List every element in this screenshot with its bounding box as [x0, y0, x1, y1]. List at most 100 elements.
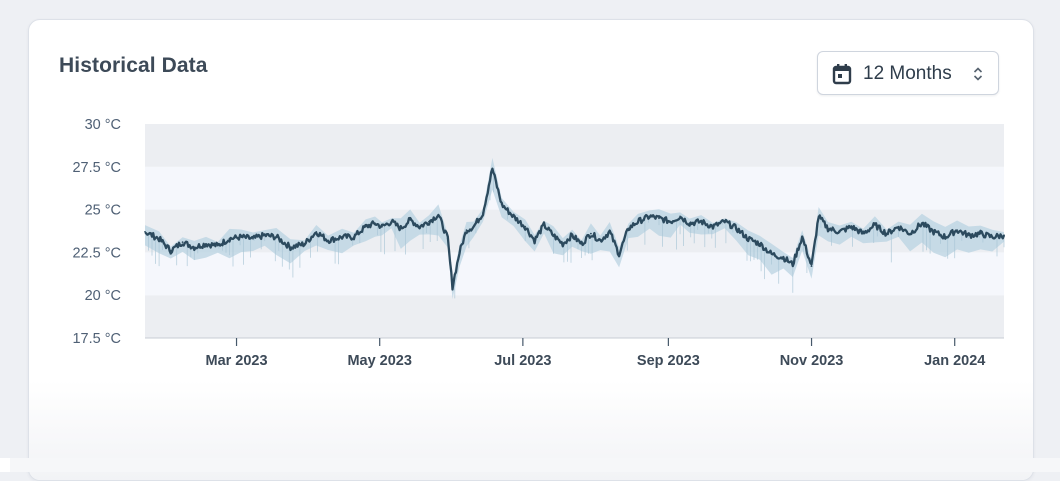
data-point — [838, 231, 841, 233]
data-point — [791, 263, 794, 266]
data-point — [932, 231, 935, 233]
data-point — [465, 229, 468, 232]
data-point — [669, 220, 672, 223]
data-point — [263, 234, 266, 237]
data-point — [735, 227, 738, 230]
data-point — [205, 242, 207, 245]
data-point — [252, 237, 254, 240]
data-point — [399, 227, 402, 230]
data-point — [482, 212, 484, 214]
y-tick-label: 22.5 °C — [72, 245, 121, 261]
data-point — [850, 225, 853, 228]
data-point — [599, 239, 602, 242]
data-point — [712, 225, 714, 228]
data-point — [608, 231, 611, 233]
x-tick-label: Jan 2024 — [924, 353, 985, 369]
grid-band — [145, 124, 1004, 167]
data-point — [472, 225, 475, 228]
data-point — [315, 231, 318, 233]
data-point — [770, 253, 773, 256]
y-tick-label: 27.5 °C — [72, 160, 121, 176]
x-tick-label: May 2023 — [347, 353, 412, 369]
data-point — [552, 234, 555, 237]
data-point — [688, 222, 691, 225]
temperature-chart: 30 °C 27.5 °C 25 °C 22.5 °C 20 °C 17.5 °C Mar … — [72, 117, 1006, 369]
data-point — [437, 213, 440, 216]
data-point — [458, 251, 461, 254]
data-point — [428, 220, 430, 223]
x-tick-label: Jul 2023 — [494, 353, 551, 369]
data-point — [543, 224, 545, 226]
data-point — [303, 242, 306, 245]
data-point — [782, 256, 785, 259]
data-point — [580, 242, 583, 245]
data-point — [571, 234, 574, 237]
data-point — [967, 234, 970, 237]
historical-data-card: Historical Data 12 Months 30 °C 27.5 °C 25… — [28, 19, 1034, 481]
data-point — [512, 215, 515, 218]
data-point — [240, 236, 243, 238]
grid-band — [145, 166, 1004, 210]
data-point — [1003, 234, 1005, 237]
data-point — [524, 225, 527, 228]
x-tick-label: Nov 2023 — [780, 353, 844, 369]
grid-band — [145, 252, 1004, 296]
data-point — [446, 237, 449, 240]
data-point — [874, 224, 876, 226]
data-point — [533, 239, 536, 242]
bottom-strip — [0, 458, 1060, 472]
y-tick-label: 30 °C — [85, 117, 121, 133]
time-range-select[interactable]: 12 Months — [817, 51, 999, 95]
data-point — [381, 225, 383, 228]
data-point — [944, 236, 947, 238]
data-point — [181, 241, 184, 244]
data-point — [862, 232, 865, 235]
data-point — [897, 225, 900, 228]
data-point — [627, 227, 630, 230]
data-point — [991, 236, 994, 238]
time-range-label: 12 Months — [863, 63, 952, 84]
data-point — [723, 220, 726, 223]
data-point — [827, 227, 829, 230]
data-point — [747, 237, 750, 240]
data-point — [817, 215, 820, 218]
data-point — [561, 242, 564, 245]
data-point — [193, 246, 196, 249]
calendar-icon — [832, 64, 852, 85]
data-point — [956, 229, 958, 232]
data-point — [390, 220, 393, 223]
data-point — [679, 215, 681, 218]
x-tick-label: Sep 2023 — [637, 353, 700, 369]
data-point — [169, 249, 172, 252]
series-line — [144, 167, 1006, 291]
data-point — [216, 244, 219, 247]
data-point — [327, 239, 329, 242]
data-point — [909, 232, 911, 235]
bottom-strip-edge — [0, 458, 10, 472]
y-tick-label: 17.5 °C — [72, 331, 121, 347]
data-point — [228, 237, 231, 240]
card-title: Historical Data — [59, 54, 208, 77]
y-tick-label: 25 °C — [85, 203, 121, 219]
data-point — [590, 232, 592, 235]
data-point — [144, 231, 146, 233]
data-point — [700, 220, 703, 223]
data-point — [801, 236, 804, 238]
data-point — [658, 217, 660, 220]
data-point — [289, 246, 292, 249]
x-tick-label: Mar 2023 — [205, 353, 267, 369]
data-point — [618, 253, 620, 256]
data-point — [364, 225, 367, 228]
data-point — [374, 222, 376, 225]
data-point — [979, 232, 982, 235]
grid-band — [145, 295, 1004, 338]
data-point — [158, 237, 161, 240]
data-point — [885, 232, 888, 235]
data-point — [418, 225, 421, 228]
data-point — [637, 220, 639, 223]
data-point — [451, 285, 454, 288]
y-tick-label: 20 °C — [85, 288, 121, 304]
data-point — [491, 167, 494, 170]
data-point — [353, 236, 355, 238]
data-point — [810, 265, 813, 267]
